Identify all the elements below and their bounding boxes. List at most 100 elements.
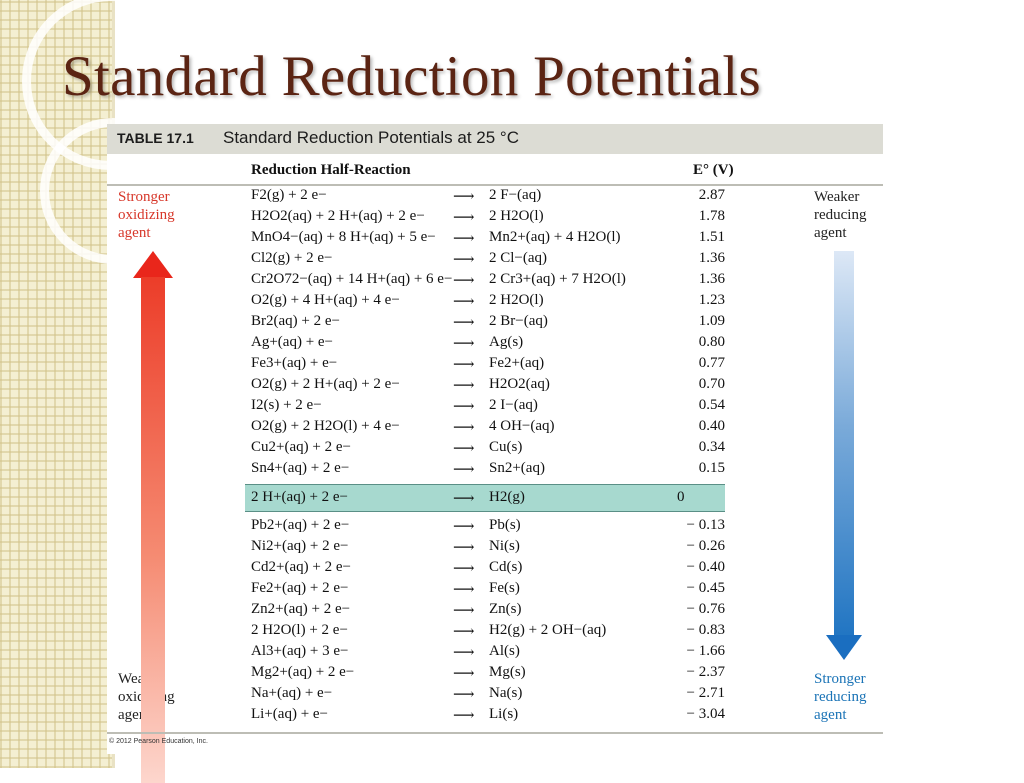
half-reaction-reactants: Cd2+(aq) + 2 e− [251,559,351,575]
half-reaction-reactants: Al3+(aq) + 3 e− [251,643,349,659]
table-row: MnO4−(aq) + 8 H+(aq) + 5 e− ⟶ Mn2+(aq) + 4… [107,228,883,249]
reaction-arrow: ⟶ [453,624,475,640]
table-row: Fe3+(aq) + e− ⟶ Fe2+(aq) 0.77 [107,354,883,375]
half-reaction-reactants: 2 H+(aq) + 2 e− [251,489,349,505]
table-row: F2(g) + 2 e− ⟶ 2 F−(aq) 2.87 [107,186,883,207]
half-reaction-products: Fe(s) [489,580,520,596]
footer-rule [107,732,883,734]
table-label: TABLE 17.1 [117,130,194,146]
standard-potential: 1.36 [698,250,725,266]
standard-potential: 0 [677,489,685,505]
standard-potential: − 1.66 [686,643,725,659]
half-reaction-products: 2 I−(aq) [489,397,538,413]
half-reaction-reactants: Li+(aq) + e− [251,706,329,722]
half-reaction-products: 2 Cr3+(aq) + 7 H2O(l) [489,271,626,287]
reaction-arrow: ⟶ [453,357,475,373]
standard-potential: − 3.04 [686,706,725,722]
standard-potential: − 0.83 [686,622,725,638]
half-reaction-products: H2(g) + 2 OH−(aq) [489,622,607,638]
half-reaction-reactants: I2(s) + 2 e− [251,397,322,413]
table-row-highlighted: 2 H+(aq) + 2 e− ⟶ H2(g) 0 [245,484,725,512]
column-header-potential: E° (V) [693,162,734,178]
reaction-arrow: ⟶ [453,189,475,205]
reaction-arrow: ⟶ [453,315,475,331]
standard-potential: 0.15 [698,460,725,476]
half-reaction-products: 2 F−(aq) [489,187,542,203]
half-reaction-reactants: Zn2+(aq) + 2 e− [251,601,351,617]
table-row: Sn4+(aq) + 2 e− ⟶ Sn2+(aq) 0.15 [107,459,883,480]
table-row: Cd2+(aq) + 2 e− ⟶ Cd(s) − 0.40 [107,558,883,579]
standard-potential: 0.80 [698,334,725,350]
reduction-potentials-table: TABLE 17.1 Standard Reduction Potentials… [107,124,883,783]
standard-potential: − 0.45 [686,580,725,596]
half-reaction-reactants: Br2(aq) + 2 e− [251,313,340,329]
half-reaction-reactants: H2O2(aq) + 2 H+(aq) + 2 e− [251,208,425,224]
half-reaction-products: Zn(s) [489,601,522,617]
reaction-arrow: ⟶ [453,294,475,310]
half-reaction-products: H2O2(aq) [489,376,550,392]
half-reaction-reactants: O2(g) + 2 H+(aq) + 2 e− [251,376,400,392]
half-reaction-products: 2 Br−(aq) [489,313,548,329]
half-reaction-products: Mg(s) [489,664,526,680]
half-reaction-reactants: Fe3+(aq) + e− [251,355,338,371]
table-row: I2(s) + 2 e− ⟶ 2 I−(aq) 0.54 [107,396,883,417]
table-row: H2O2(aq) + 2 H+(aq) + 2 e− ⟶ 2 H2O(l) 1.78 [107,207,883,228]
standard-potential: − 2.37 [686,664,725,680]
reaction-arrow: ⟶ [453,231,475,247]
half-reaction-products: Ag(s) [489,334,524,350]
half-reaction-products: H2(g) [489,489,525,505]
table-row: Al3+(aq) + 3 e− ⟶ Al(s) − 1.66 [107,642,883,663]
table-row: Cr2O72−(aq) + 14 H+(aq) + 6 e− ⟶ 2 Cr3+(aq… [107,270,883,291]
half-reaction-products: Pb(s) [489,517,521,533]
half-reaction-reactants: Fe2+(aq) + 2 e− [251,580,349,596]
header-rule [107,184,883,186]
standard-potential: 0.54 [698,397,725,413]
standard-potential: 1.23 [698,292,725,308]
reaction-arrow: ⟶ [453,273,475,289]
half-reaction-reactants: Sn4+(aq) + 2 e− [251,460,350,476]
half-reaction-products: Al(s) [489,643,520,659]
reaction-arrow: ⟶ [453,336,475,352]
reaction-arrow: ⟶ [453,540,475,556]
reaction-arrow: ⟶ [453,561,475,577]
standard-potential: 0.34 [698,439,725,455]
standard-potential: 1.51 [698,229,725,245]
table-row: Zn2+(aq) + 2 e− ⟶ Zn(s) − 0.76 [107,600,883,621]
table-row: O2(g) + 4 H+(aq) + 4 e− ⟶ 2 H2O(l) 1.23 [107,291,883,312]
half-reaction-reactants: Ag+(aq) + e− [251,334,334,350]
half-reaction-reactants: O2(g) + 4 H+(aq) + 4 e− [251,292,400,308]
standard-potential: 1.09 [698,313,725,329]
half-reaction-products: Na(s) [489,685,523,701]
reaction-arrow: ⟶ [453,687,475,703]
table-row: Na+(aq) + e− ⟶ Na(s) − 2.71 [107,684,883,705]
reaction-arrow: ⟶ [453,378,475,394]
standard-potential: 1.78 [698,208,725,224]
reaction-arrow: ⟶ [453,441,475,457]
table-row: Li+(aq) + e− ⟶ Li(s) − 3.04 [107,705,883,726]
reaction-arrow: ⟶ [453,462,475,478]
table-row: 2 H2O(l) + 2 e− ⟶ H2(g) + 2 OH−(aq) − 0.83 [107,621,883,642]
copyright-text: © 2012 Pearson Education, Inc. [109,738,208,745]
standard-potential: 1.36 [698,271,725,287]
half-reaction-products: Sn2+(aq) [489,460,545,476]
table-row: Fe2+(aq) + 2 e− ⟶ Fe(s) − 0.45 [107,579,883,600]
oxidizing-strength-arrow [141,277,165,783]
table-header-bar: TABLE 17.1 Standard Reduction Potentials… [107,124,883,154]
reducing-strength-arrow [834,251,854,641]
standard-potential: − 0.26 [686,538,725,554]
label-stronger-oxidizing: Stronger oxidizing agent [118,189,175,241]
standard-potential: 2.87 [698,187,725,203]
reaction-arrow: ⟶ [453,645,475,661]
half-reaction-products: Cu(s) [489,439,523,455]
label-stronger-reducing: Stronger reducing agent [814,671,867,723]
table-row: Ni2+(aq) + 2 e− ⟶ Ni(s) − 0.26 [107,537,883,558]
half-reaction-reactants: Cr2O72−(aq) + 14 H+(aq) + 6 e− [251,271,453,287]
half-reaction-products: Ni(s) [489,538,520,554]
table-caption: Standard Reduction Potentials at 25 °C [223,128,519,147]
oxidizing-strength-arrow-head [133,251,173,278]
table-row: Mg2+(aq) + 2 e− ⟶ Mg(s) − 2.37 [107,663,883,684]
standard-potential: − 0.40 [686,559,725,575]
reaction-arrow: ⟶ [453,708,475,724]
half-reaction-reactants: O2(g) + 2 H2O(l) + 4 e− [251,418,400,434]
slide-title: Standard Reduction Potentials [62,45,761,108]
